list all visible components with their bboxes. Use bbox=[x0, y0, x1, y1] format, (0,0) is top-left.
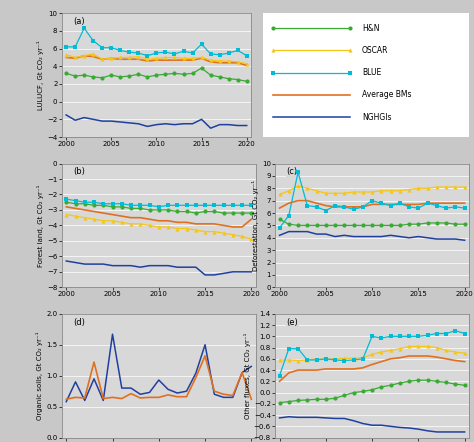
Text: BLUE: BLUE bbox=[362, 68, 381, 77]
Text: (a): (a) bbox=[73, 17, 85, 26]
Text: Average BMs: Average BMs bbox=[362, 91, 411, 99]
Text: (d): (d) bbox=[73, 317, 85, 327]
Y-axis label: Forest land, Gt CO₂ yr⁻¹: Forest land, Gt CO₂ yr⁻¹ bbox=[37, 184, 44, 267]
Y-axis label: LULUCF, Gt CO₂ yr⁻¹: LULUCF, Gt CO₂ yr⁻¹ bbox=[37, 40, 45, 110]
Text: (c): (c) bbox=[287, 167, 298, 176]
Text: H&N: H&N bbox=[362, 23, 380, 33]
Y-axis label: Deforestation, Gt CO₂ yr⁻¹: Deforestation, Gt CO₂ yr⁻¹ bbox=[252, 180, 259, 271]
Text: (e): (e) bbox=[287, 317, 298, 327]
Text: OSCAR: OSCAR bbox=[362, 46, 389, 55]
Y-axis label: Organic soils, Gt CO₂ yr⁻¹: Organic soils, Gt CO₂ yr⁻¹ bbox=[36, 332, 44, 420]
Text: NGHGIs: NGHGIs bbox=[362, 113, 392, 122]
Y-axis label: Other fluxes, Gt CO₂ yr⁻¹: Other fluxes, Gt CO₂ yr⁻¹ bbox=[244, 332, 251, 419]
Text: (b): (b) bbox=[73, 167, 85, 176]
